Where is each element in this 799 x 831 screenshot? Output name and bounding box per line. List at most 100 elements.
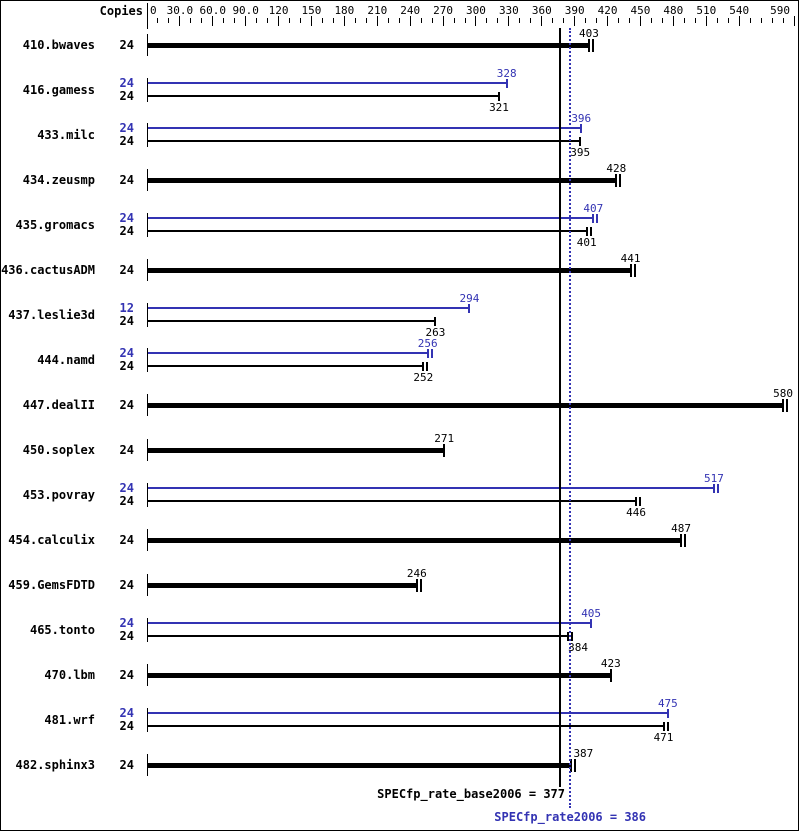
bar-value-label: 328 xyxy=(496,67,517,80)
bar-value-label: 423 xyxy=(600,657,621,670)
bar-value-label: 487 xyxy=(671,522,691,535)
copies-value: 24 xyxy=(119,481,134,495)
axis-tick-label: 60.0 xyxy=(199,4,227,17)
base-bar xyxy=(148,447,445,453)
axis-minor-tick xyxy=(168,18,170,23)
bar-end-tick xyxy=(570,758,573,772)
axis-origin-line xyxy=(147,3,148,29)
bar-value-label: 405 xyxy=(581,607,602,620)
peak-bar xyxy=(148,127,582,129)
axis-minor-tick xyxy=(486,18,488,23)
bar-end-tick xyxy=(498,91,500,101)
axis-minor-tick xyxy=(618,18,620,23)
base-bar xyxy=(148,267,631,273)
axis-major-tick xyxy=(705,16,707,26)
bar-end-tick xyxy=(468,303,471,313)
axis-minor-tick xyxy=(300,18,302,23)
bar-end-tick xyxy=(443,443,446,457)
row-baseline xyxy=(147,529,148,551)
row-baseline xyxy=(147,439,148,461)
axis-minor-tick xyxy=(157,18,159,23)
axis-major-tick xyxy=(442,16,444,26)
copies-value: 24 xyxy=(119,443,134,457)
peak-bar xyxy=(148,352,428,354)
bar-end-tick xyxy=(587,38,590,52)
bar-end-tick-2 xyxy=(571,631,574,641)
benchmark-name: 444.namd xyxy=(37,353,95,367)
benchmark-name: 454.calculix xyxy=(8,533,95,547)
benchmark-name: 447.dealII xyxy=(22,398,95,412)
bar-end-tick xyxy=(585,226,588,236)
row-baseline xyxy=(147,34,148,56)
row-baseline xyxy=(147,664,148,686)
bar-value-label: 471 xyxy=(653,731,674,744)
axis-major-tick xyxy=(409,16,411,26)
bar-end-tick xyxy=(590,618,593,628)
axis-tick-label: 30.0 xyxy=(166,4,194,17)
axis-tick-label: 330 xyxy=(498,4,519,17)
axis-tick-label: 270 xyxy=(433,4,454,17)
bar-value-label: 428 xyxy=(606,162,627,175)
bar-end-tick-2 xyxy=(666,721,669,731)
copies-value: 24 xyxy=(119,89,134,103)
axis-minor-tick xyxy=(289,18,291,23)
axis-tick-label: 300 xyxy=(466,4,486,17)
peak-bar xyxy=(148,82,507,84)
copies-value: 24 xyxy=(119,121,134,135)
axis-minor-tick xyxy=(267,18,269,23)
copies-value: 24 xyxy=(119,494,134,508)
base-bar xyxy=(148,177,617,183)
bar-value-label: 263 xyxy=(425,326,446,339)
base-bar xyxy=(148,672,611,678)
axis-minor-tick xyxy=(585,18,587,23)
base-bar xyxy=(148,402,784,408)
bar-value-label: 256 xyxy=(417,337,438,350)
benchmark-name: 433.milc xyxy=(37,128,95,142)
bar-end-tick-2 xyxy=(591,38,594,52)
bar-end-tick xyxy=(666,708,669,718)
bar-value-label: 294 xyxy=(459,292,480,305)
axis-minor-tick xyxy=(661,18,663,23)
axis-minor-tick xyxy=(727,18,729,23)
bar-value-label: 580 xyxy=(773,387,793,400)
bar-end-tick-2 xyxy=(589,226,592,236)
axis-major-tick xyxy=(639,16,641,26)
benchmark-name: 435.gromacs xyxy=(15,218,95,232)
peak-bar xyxy=(148,487,714,489)
row-baseline xyxy=(147,394,148,416)
benchmark-name: 437.leslie3d xyxy=(8,308,95,322)
base-bar xyxy=(148,42,589,48)
bar-end-tick-2 xyxy=(684,533,687,547)
axis-minor-tick xyxy=(596,18,598,23)
bar-end-tick xyxy=(712,483,715,493)
copies-value: 24 xyxy=(119,578,134,592)
bar-end-tick xyxy=(629,263,632,277)
axis-minor-tick xyxy=(387,18,389,23)
copies-value: 24 xyxy=(119,38,134,52)
row-baseline xyxy=(147,259,148,281)
benchmark-name: 482.sphinx3 xyxy=(15,758,95,772)
bar-end-tick xyxy=(680,533,683,547)
bar-end-tick xyxy=(592,213,595,223)
axis-tick-label: 210 xyxy=(367,4,388,17)
bar-end-tick xyxy=(579,136,582,146)
axis-minor-tick xyxy=(629,18,630,23)
axis-minor-tick xyxy=(760,18,762,23)
base-bar xyxy=(148,582,417,588)
row-baseline xyxy=(147,123,148,147)
bar-value-label: 441 xyxy=(620,252,641,265)
axis-tick-label: 390 xyxy=(564,4,585,17)
copies-value: 12 xyxy=(119,301,134,315)
benchmark-name: 470.lbm xyxy=(44,668,95,682)
axis-minor-tick xyxy=(530,18,532,23)
bar-value-label: 517 xyxy=(704,472,724,485)
base-bar xyxy=(148,230,587,232)
axis-tick-label: 150 xyxy=(301,4,322,17)
axis-tick-label: 180 xyxy=(334,4,355,17)
axis-minor-tick xyxy=(464,18,466,23)
bar-value-label: 271 xyxy=(434,432,455,445)
bar-end-tick xyxy=(434,316,437,326)
benchmark-name: 436.cactusADM xyxy=(1,263,95,277)
bar-value-label: 401 xyxy=(576,236,597,249)
